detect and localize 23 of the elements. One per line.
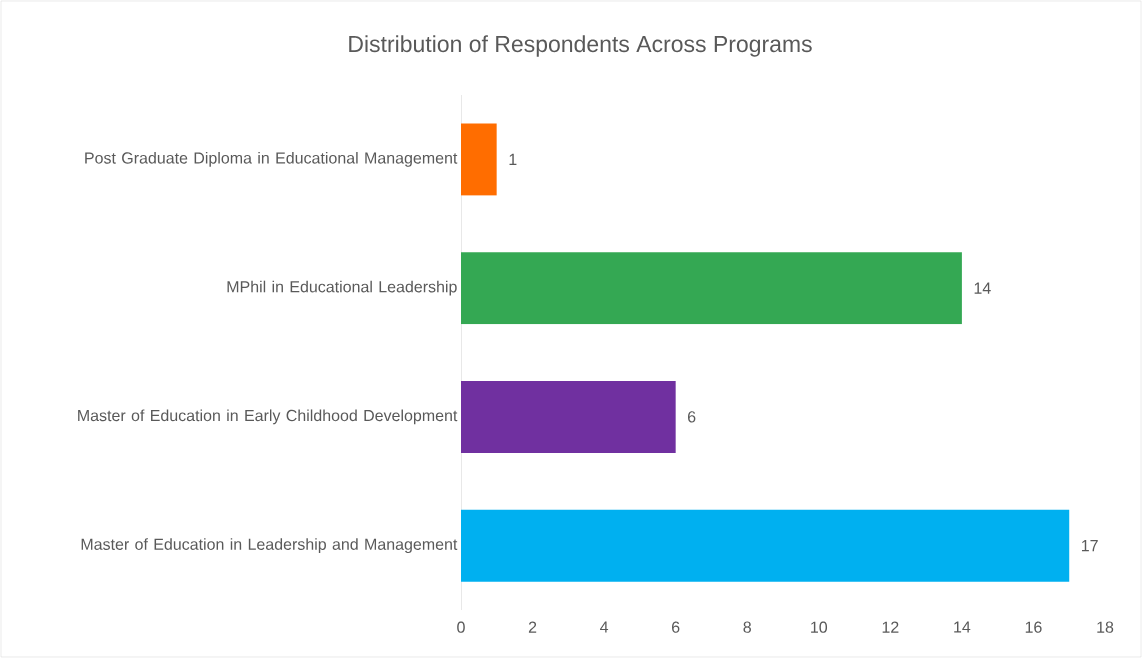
- y-tick-label: Master of Education in Early Childhood Development: [78, 409, 458, 425]
- y-tick-label: MPhil in Educational Leadership: [227, 280, 457, 296]
- bar: [461, 509, 1070, 582]
- x-tick-label: 14: [954, 621, 971, 633]
- bar: [461, 123, 497, 196]
- chart-title: Distribution of Respondents Across Programs: [349, 35, 812, 57]
- x-tick-label: 16: [1025, 621, 1042, 633]
- data-label: 1: [509, 153, 517, 165]
- x-tick-label: 18: [1097, 621, 1114, 633]
- bar: [461, 252, 962, 325]
- y-tick-label: Post Graduate Diploma in Educational Management: [85, 151, 458, 167]
- x-tick-label: 2: [528, 621, 537, 633]
- data-label: 17: [1081, 540, 1098, 552]
- x-tick-label: 0: [457, 621, 465, 633]
- x-tick-label: 12: [882, 621, 899, 633]
- x-tick-label: 8: [743, 621, 751, 633]
- data-label: 6: [688, 411, 696, 423]
- x-tick-label: 4: [600, 621, 609, 633]
- bar: [461, 380, 676, 453]
- data-label: 14: [974, 282, 991, 294]
- x-tick-label: 6: [672, 621, 680, 633]
- y-tick-label: Master of Education in Leadership and Management: [81, 538, 458, 554]
- x-tick-label: 10: [811, 621, 828, 633]
